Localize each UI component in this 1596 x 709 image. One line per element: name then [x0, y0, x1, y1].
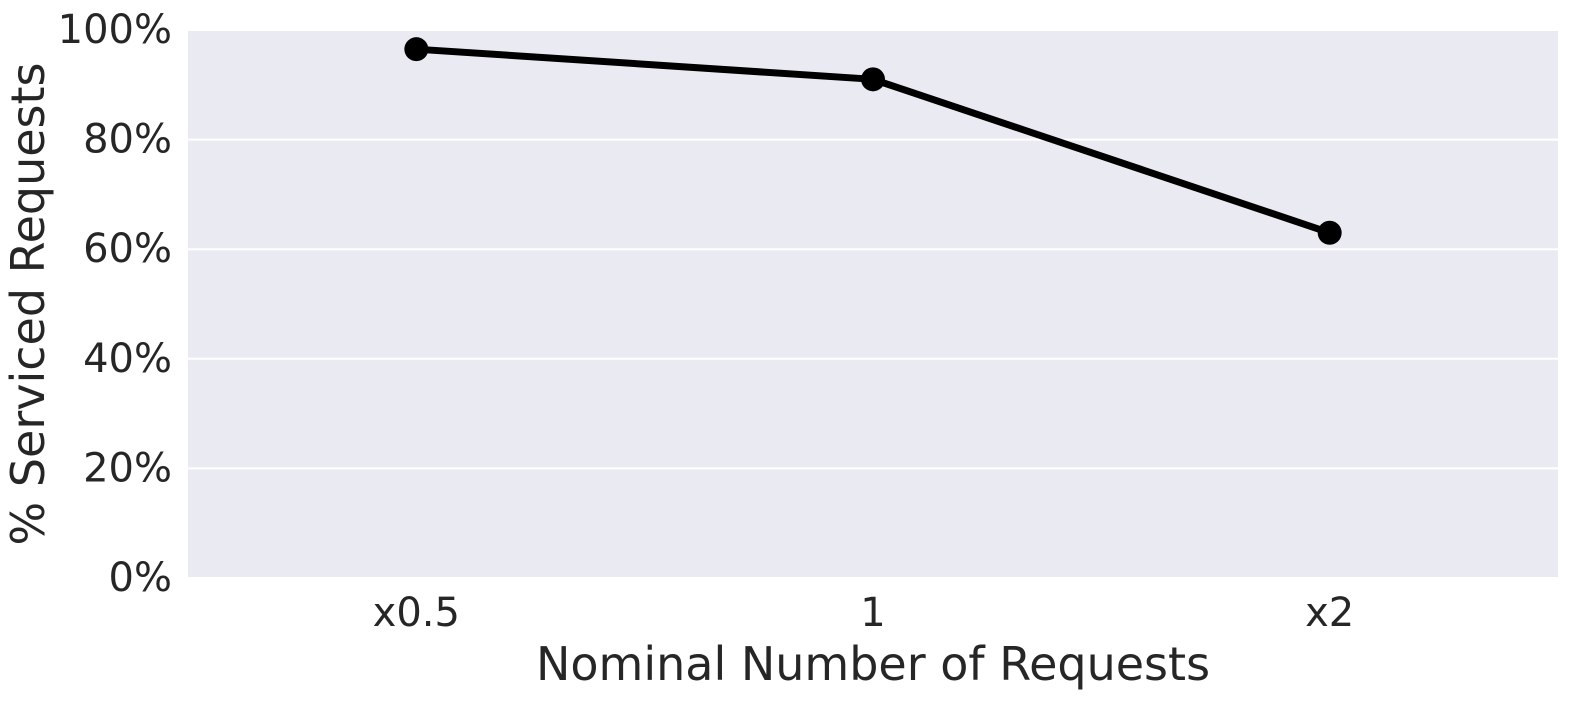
x-tick-label: x2 — [1305, 590, 1354, 636]
x-tick-label: 1 — [860, 590, 885, 636]
y-tick-label: 60% — [83, 226, 172, 272]
x-axis-label: Nominal Number of Requests — [536, 637, 1210, 691]
data-point — [861, 67, 885, 92]
y-axis-ticks: 0% 20% 40% 60% 80% 100% — [58, 7, 172, 601]
y-tick-label: 40% — [83, 336, 172, 382]
plot-area — [188, 30, 1558, 578]
y-tick-label: 100% — [58, 7, 172, 53]
data-point — [404, 37, 429, 62]
y-tick-label: 20% — [83, 445, 172, 491]
y-axis-label: % Serviced Requests — [1, 63, 55, 546]
grid-lines — [188, 29, 1558, 579]
x-axis-ticks: x0.5 1 x2 — [373, 590, 1355, 636]
y-tick-label: 80% — [83, 117, 172, 163]
data-point — [1317, 220, 1342, 245]
data-points — [404, 37, 1342, 245]
y-tick-label: 0% — [109, 555, 172, 601]
x-tick-label: x0.5 — [373, 590, 460, 636]
